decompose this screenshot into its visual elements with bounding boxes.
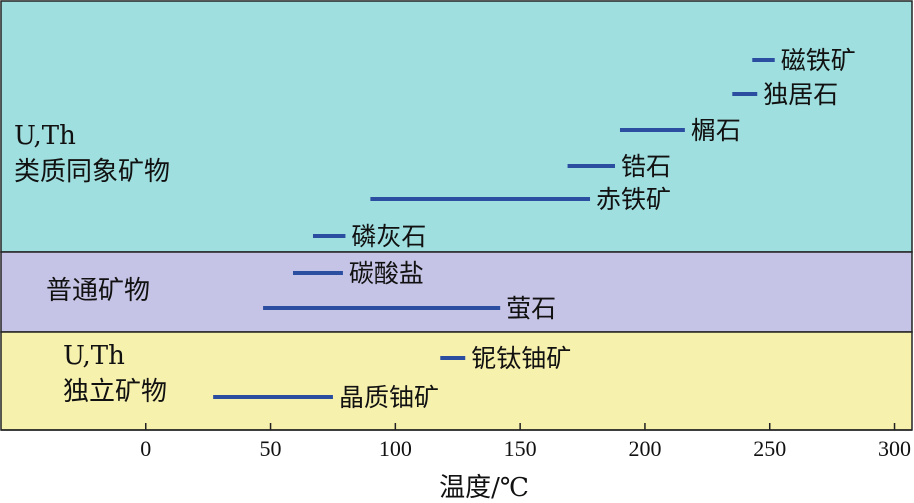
x-tick-label: 0 bbox=[140, 436, 151, 461]
bar-label: 赤铁矿 bbox=[596, 185, 671, 214]
x-tick-label: 150 bbox=[504, 436, 537, 461]
x-tick-label: 200 bbox=[628, 436, 661, 461]
bar-label: 铌钛铀矿 bbox=[471, 344, 571, 373]
band-1 bbox=[0, 251, 913, 333]
band-layer bbox=[0, 0, 913, 431]
x-tick-label: 250 bbox=[753, 436, 786, 461]
bar-label: 磁铁矿 bbox=[781, 46, 856, 75]
bar-label: 碳酸盐 bbox=[349, 259, 424, 288]
band-0 bbox=[0, 0, 913, 253]
x-tick-label: 100 bbox=[379, 436, 412, 461]
bar-label: 独居石 bbox=[763, 80, 838, 109]
bar-label: 萤石 bbox=[506, 294, 556, 323]
bar-label: 晶质铀矿 bbox=[339, 383, 439, 412]
bar-label: 榍石 bbox=[691, 116, 741, 145]
band-label: 独立矿物 bbox=[63, 377, 167, 407]
band-label: 普通矿物 bbox=[46, 276, 150, 306]
band-label: U,Th bbox=[14, 121, 76, 151]
band-label: 类质同象矿物 bbox=[14, 157, 170, 187]
bar-label: 磷灰石 bbox=[351, 222, 426, 251]
band-label: U,Th bbox=[63, 341, 125, 371]
band-2 bbox=[0, 331, 913, 431]
x-axis: 0 50 100 150 200 250 300 bbox=[1, 423, 912, 461]
x-tick-label: 300 bbox=[878, 436, 911, 461]
bar-label: 锆石 bbox=[621, 152, 671, 181]
x-tick-label: 50 bbox=[260, 436, 282, 461]
x-axis-title: 温度/℃ bbox=[439, 473, 529, 503]
bar-layer bbox=[213, 58, 775, 399]
